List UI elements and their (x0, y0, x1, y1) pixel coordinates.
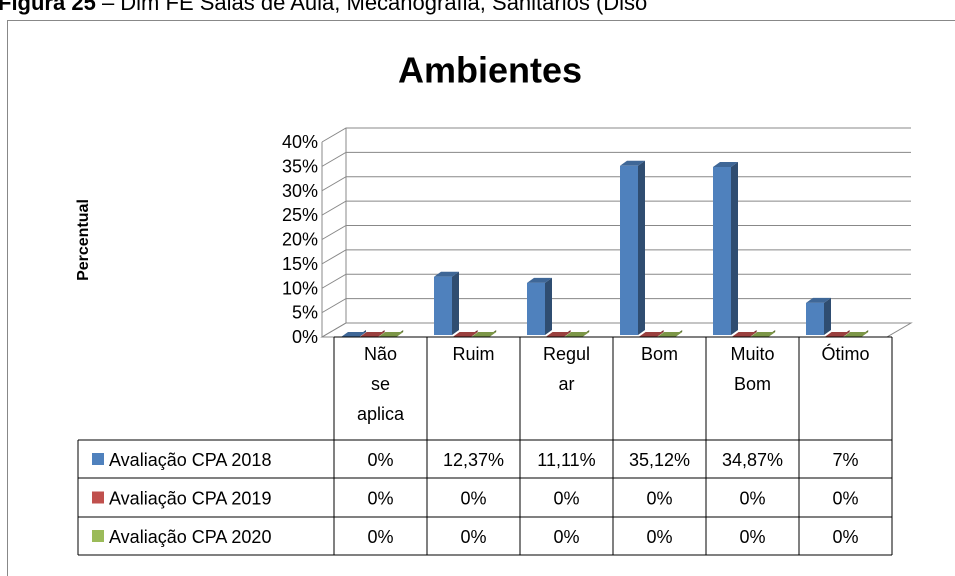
data-label: 0% (739, 489, 765, 509)
bar-top (471, 332, 497, 337)
data-label: 0% (460, 489, 486, 509)
data-label: 0% (646, 489, 672, 509)
chart-border (7, 20, 955, 576)
bar-front (527, 282, 545, 335)
bar-top (657, 332, 683, 337)
y-tick-label: 10% (282, 278, 318, 298)
bar-top (750, 332, 776, 337)
data-label: 0% (367, 489, 393, 509)
x-tick-label: Não se aplica (356, 344, 405, 424)
bar-top (527, 277, 552, 283)
data-label: 0% (460, 527, 486, 547)
bar-side (824, 297, 831, 335)
bar (620, 160, 645, 335)
category-cell: Bom (640, 344, 678, 364)
grid-line (321, 127, 911, 143)
data-label: 0% (367, 527, 393, 547)
x-tick-label: Ótimo (821, 344, 870, 364)
y-tick-label: 20% (282, 230, 318, 250)
chart-title: Ambientes (398, 50, 582, 91)
grid-line (321, 273, 911, 289)
bar-top (806, 297, 831, 303)
caption-text: – Dim FE Salas de Aula, Mecanografia, Sa… (102, 0, 647, 15)
y-tick-label: 35% (282, 156, 318, 176)
bar-front (620, 165, 638, 335)
bar-front (434, 276, 452, 335)
bar-top (341, 332, 366, 337)
bar (806, 297, 831, 335)
bar-top (378, 332, 404, 337)
bar-side (731, 162, 738, 335)
bar-side (545, 277, 552, 335)
bar-front (713, 167, 731, 335)
bar-side (452, 271, 459, 335)
bar-side (638, 160, 645, 335)
x-tick-label: Muito Bom (730, 344, 775, 394)
bar-top (843, 332, 869, 337)
y-tick-label: 0% (292, 327, 318, 347)
bar-top (620, 160, 645, 166)
y-tick-label: 25% (282, 205, 318, 225)
bar-top (713, 162, 738, 168)
grid-line (321, 200, 911, 216)
x-tick-label: Ruim (452, 344, 495, 364)
data-label: 11,11% (537, 450, 595, 470)
bar-top (452, 332, 478, 337)
data-label: 35,12% (629, 450, 690, 470)
data-label: 0% (553, 489, 579, 509)
data-label: 0% (367, 450, 393, 470)
y-tick-label: 40% (282, 132, 318, 152)
bar-top (638, 332, 664, 337)
category-cell: Não se aplica (356, 344, 405, 424)
data-label: 0% (832, 489, 858, 509)
bar-top (731, 332, 757, 337)
category-cell: Muito Bom (730, 344, 775, 394)
caption-label: Figura 25 (0, 0, 96, 15)
grid-line (321, 225, 911, 240)
y-tick-label: 30% (282, 181, 318, 201)
bar (527, 277, 552, 335)
legend-swatch (92, 491, 104, 504)
y-axis-label: Percentual (75, 199, 92, 281)
data-label: 0% (832, 527, 858, 547)
legend-label: Avaliação CPA 2018 (109, 450, 271, 470)
legend-swatch (92, 453, 104, 465)
caption: Figura 25 – Dim FE Salas de Aula, Mecano… (0, 0, 647, 15)
y-tick-label: 15% (282, 254, 318, 274)
data-label: 12,37% (443, 450, 504, 470)
category-cell: Ótimo (821, 344, 870, 364)
bar-top (359, 332, 385, 337)
data-label: 0% (739, 527, 765, 547)
data-label: 7% (832, 450, 858, 470)
data-label: 34,87% (722, 450, 783, 470)
x-tick-label: Bom (640, 344, 678, 364)
bar-front (806, 302, 824, 335)
x-tick-label: Regular (542, 344, 591, 394)
bar-top (545, 332, 571, 337)
bar-top (564, 332, 590, 337)
bar-top (434, 271, 459, 277)
data-label: 0% (553, 527, 579, 547)
legend-swatch (92, 530, 104, 542)
legend-label: Avaliação CPA 2019 (109, 489, 271, 509)
bar-top (824, 332, 850, 337)
data-label: 0% (646, 527, 672, 547)
y-tick-label: 5% (292, 303, 318, 323)
grid-line (321, 176, 911, 192)
category-cell: Regular (542, 344, 591, 394)
category-cell: Ruim (452, 344, 495, 364)
grid-line (321, 151, 911, 167)
legend-label: Avaliação CPA 2020 (109, 527, 271, 547)
bar (434, 271, 459, 335)
grid-line (321, 249, 911, 265)
bar (713, 162, 738, 335)
